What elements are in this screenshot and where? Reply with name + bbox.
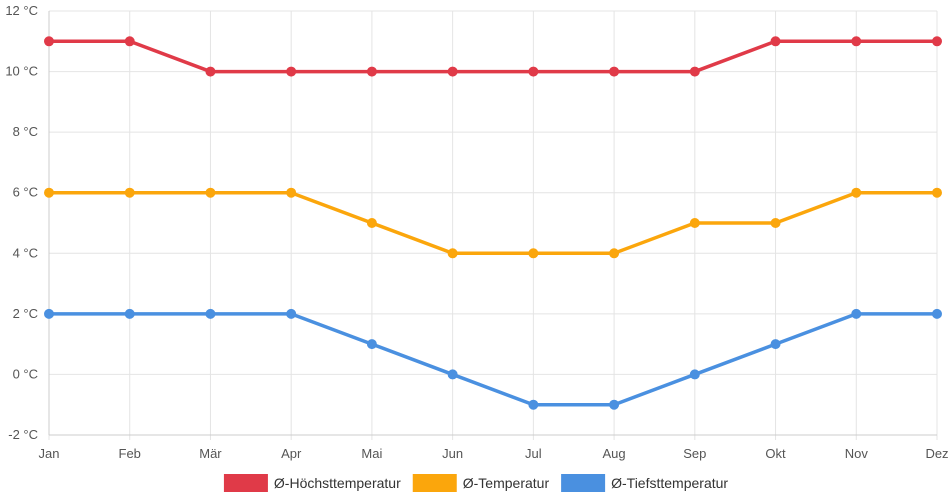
x-tick-label: Dez — [925, 446, 948, 461]
series-line — [47, 190, 939, 256]
y-tick-label: 0 °C — [13, 366, 38, 381]
data-point — [770, 36, 781, 47]
data-point — [205, 187, 216, 198]
series-line — [47, 39, 939, 74]
data-point — [44, 187, 54, 198]
data-point — [851, 308, 862, 319]
data-point — [366, 218, 377, 228]
data-point — [286, 187, 297, 198]
x-tick-label: Okt — [765, 446, 786, 461]
data-point — [609, 399, 620, 410]
legend-label: Ø-Höchsttemperatur — [274, 475, 401, 491]
data-point — [770, 339, 781, 350]
data-point — [689, 369, 700, 380]
data-point — [609, 248, 620, 259]
legend-label: Ø-Tiefsttemperatur — [611, 475, 728, 491]
data-point — [124, 187, 135, 198]
data-point — [286, 308, 297, 319]
series-group — [44, 36, 942, 77]
data-point — [932, 36, 942, 47]
x-tick-label: Jun — [442, 446, 463, 461]
x-tick-label: Mär — [199, 446, 222, 461]
x-tick-label: Jan — [39, 446, 60, 461]
y-tick-label: 4 °C — [13, 245, 38, 260]
data-point — [447, 248, 458, 259]
legend-swatch — [412, 474, 457, 492]
data-point — [851, 187, 862, 198]
data-point — [932, 308, 942, 319]
data-point — [44, 36, 54, 47]
y-tick-label: -2 °C — [8, 427, 38, 442]
grid-lines — [48, 10, 938, 440]
data-point — [528, 399, 539, 410]
data-point — [851, 36, 862, 47]
data-point — [770, 218, 781, 228]
legend-swatch — [223, 474, 268, 492]
data-point — [932, 187, 942, 198]
x-tick-label: Apr — [281, 446, 302, 461]
data-point — [528, 248, 539, 259]
x-tick-label: Mai — [361, 446, 382, 461]
data-point — [447, 66, 458, 77]
legend-swatch — [561, 474, 606, 492]
legend: Ø-Höchsttemperatur Ø-Temperatur Ø-Tiefstte… — [223, 474, 728, 492]
data-point — [689, 66, 700, 77]
x-tick-label: Nov — [845, 446, 869, 461]
data-point — [689, 218, 700, 228]
data-point — [124, 36, 135, 47]
x-tick-label: Jul — [525, 446, 542, 461]
series-group — [44, 308, 942, 410]
y-tick-label: 10 °C — [5, 64, 38, 79]
legend-label: Ø-Temperatur — [463, 475, 550, 491]
data-point — [205, 66, 216, 77]
x-tick-label: Sep — [683, 446, 706, 461]
y-tick-label: 6 °C — [13, 185, 38, 200]
data-point — [447, 369, 458, 380]
x-tick-label: Feb — [119, 446, 141, 461]
x-tick-label: Aug — [603, 446, 626, 461]
data-point — [609, 66, 620, 77]
data-point — [44, 308, 54, 319]
data-point — [124, 308, 135, 319]
data-point — [528, 66, 539, 77]
data-point — [366, 339, 377, 350]
data-point — [205, 308, 216, 319]
y-tick-label: 2 °C — [13, 306, 38, 321]
y-tick-label: 8 °C — [13, 124, 38, 139]
series-group — [44, 187, 942, 259]
data-point — [286, 66, 297, 77]
series-line — [47, 312, 939, 407]
y-tick-label: 12 °C — [5, 3, 38, 18]
data-point — [366, 66, 377, 77]
